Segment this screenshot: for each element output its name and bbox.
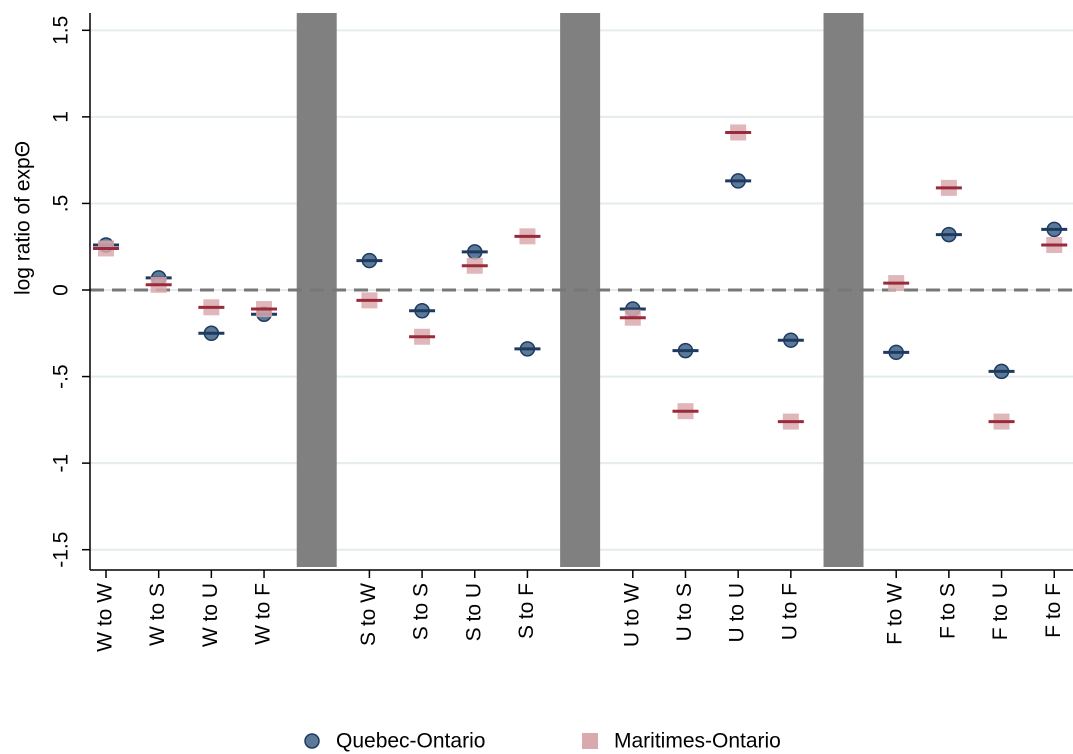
data-point: [356, 252, 383, 269]
legend-label: Quebec-Ontario: [336, 730, 485, 753]
data-point: [461, 244, 488, 260]
x-tick-label: F to S: [936, 583, 959, 639]
y-tick-label: 1: [50, 111, 73, 123]
data-point: [461, 257, 488, 274]
legend-item: Quebec-Ontario: [304, 730, 485, 753]
data-point: [1041, 236, 1068, 253]
data-point: [725, 124, 752, 141]
x-tick-label: F to F: [1042, 583, 1065, 638]
y-tick-label: -1: [50, 454, 73, 473]
data-point: [988, 413, 1015, 430]
legend-label: Maritimes-Ontario: [614, 730, 781, 753]
data-point: [619, 309, 646, 326]
x-tick-label: W to W: [94, 583, 117, 652]
legend-marker: [582, 733, 598, 749]
x-tick-label: F to U: [989, 583, 1012, 640]
data-point: [935, 179, 962, 196]
x-tick-label: U to S: [673, 583, 696, 641]
data-point: [725, 173, 752, 189]
data-point: [672, 403, 699, 420]
y-tick-label: -.5: [50, 364, 73, 389]
x-tick-label: W to F: [252, 583, 275, 645]
x-tick-label: S to S: [410, 583, 433, 640]
data-point: [883, 344, 910, 361]
data-point: [514, 341, 541, 357]
data-point: [988, 363, 1015, 380]
x-tick-label: S to W: [357, 583, 380, 646]
data-point: [1041, 221, 1068, 238]
data-point: [198, 299, 225, 316]
y-tick-label: 1.5: [50, 16, 73, 45]
data-point: [672, 342, 699, 359]
data-point: [198, 325, 225, 342]
y-tick-label: 0: [50, 284, 73, 296]
y-tick-label: -1.5: [50, 532, 73, 568]
data-point: [145, 276, 172, 293]
x-tick-label: S to F: [515, 583, 538, 639]
data-point: [409, 303, 436, 319]
legend-marker: [304, 733, 320, 749]
data-point: [777, 413, 804, 430]
y-tick-label: .5: [50, 195, 73, 213]
data-point: [514, 228, 541, 245]
legend-item: Maritimes-Ontario: [582, 730, 781, 753]
data-point: [356, 292, 383, 309]
x-tick-label: W to U: [199, 583, 222, 647]
x-tick-label: F to W: [884, 583, 907, 645]
y-axis-label: log ratio of expΘ: [12, 141, 35, 295]
data-point: [251, 301, 278, 318]
data-point: [777, 332, 804, 348]
data-point: [409, 328, 436, 345]
x-tick-label: W to S: [146, 583, 169, 646]
x-tick-label: U to U: [726, 583, 749, 643]
x-tick-label: U to W: [620, 583, 643, 647]
x-tick-label: S to U: [462, 583, 485, 641]
x-tick-label: U to F: [778, 583, 801, 640]
data-point: [883, 275, 910, 292]
data-point: [93, 240, 119, 257]
data-point: [935, 226, 962, 243]
